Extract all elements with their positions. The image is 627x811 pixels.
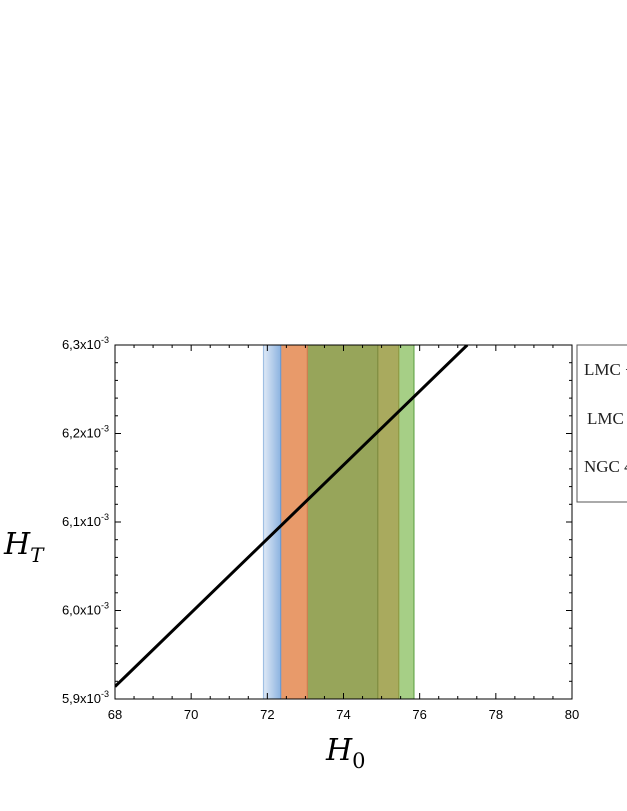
x-tick-label: 74	[336, 707, 350, 722]
x-tick-label: 70	[184, 707, 198, 722]
y-axis-label-main: H	[3, 527, 31, 562]
x-tick-label: 68	[108, 707, 122, 722]
band-1	[263, 345, 281, 699]
y-axis-label-sub: T	[30, 543, 45, 567]
x-axis-label: H0	[325, 733, 366, 773]
legend-box	[576, 344, 627, 503]
legend-entry-2: LMC	[587, 409, 624, 428]
theory-line	[115, 345, 469, 688]
legend-entry-3: NGC 4	[584, 457, 627, 476]
y-tick-labels: 5,9x10-3 6,0x10-3 6,1x10-3 6,2x10-3 6,3x10-3	[62, 335, 109, 706]
x-tick-label: 80	[565, 707, 579, 722]
band-5	[398, 345, 414, 699]
line-layer	[115, 345, 469, 688]
y-axis-ticks	[115, 344, 572, 700]
confidence-bands	[262, 345, 415, 699]
y-tick-label: 5,9x10-3	[62, 689, 109, 706]
legend: LMC + LMC NGC 4	[576, 344, 627, 503]
legend-entry-1: LMC +	[584, 360, 627, 379]
x-tick-label: 78	[489, 707, 503, 722]
y-tick-label: 6,2x10-3	[62, 424, 109, 441]
x-tick-label: 72	[260, 707, 274, 722]
y-axis-label: HT	[3, 527, 45, 567]
x-axis-label-main: H	[325, 733, 353, 768]
y-tick-label: 6,1x10-3	[62, 512, 109, 529]
band-4	[377, 345, 399, 699]
x-tick-labels: 68 70 72 74 76 78 80	[108, 707, 579, 722]
x-axis-ticks	[114, 345, 573, 699]
y-tick-label: 6,3x10-3	[62, 335, 109, 352]
band-3	[307, 345, 378, 699]
y-tick-label: 6,0x10-3	[62, 601, 109, 618]
x-tick-label: 76	[412, 707, 426, 722]
x-axis-label-sub: 0	[352, 749, 365, 773]
